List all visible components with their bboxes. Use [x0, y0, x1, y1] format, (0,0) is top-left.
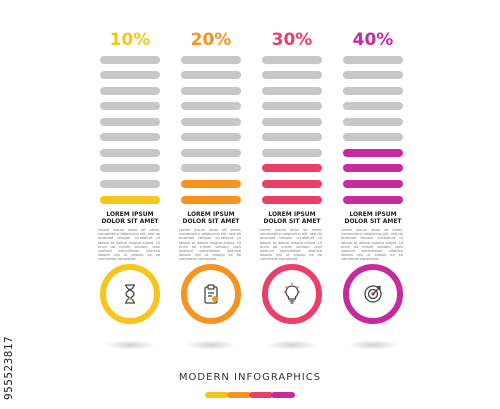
progress-segment-empty — [100, 164, 160, 172]
progress-segment-empty — [343, 56, 403, 64]
infographic-column: 40% LOREM IPSUM DOLOR SIT AMET Lorem ipsum… — [337, 0, 409, 409]
ring-shadow — [185, 340, 237, 350]
progress-segment-filled — [100, 196, 160, 204]
progress-segment-empty — [343, 87, 403, 95]
column-heading: LOREM IPSUM DOLOR SIT AMET — [263, 211, 321, 225]
icon-ring — [343, 264, 403, 324]
side-stock-id: 955523817 — [2, 335, 15, 400]
progress-segment-empty — [100, 118, 160, 126]
column-description: Lorem ipsum dolor sit amet, consectetur … — [260, 228, 322, 262]
progress-segment-empty — [100, 102, 160, 110]
progress-segment-empty — [181, 118, 241, 126]
ring-shadow — [266, 340, 318, 350]
infographic-column: 20% LOREM IPSUM DOLOR SIT AMET Lorem ipsum… — [175, 0, 247, 409]
column-heading: LOREM IPSUM DOLOR SIT AMET — [182, 211, 240, 225]
progress-segment-filled — [343, 196, 403, 204]
progress-segment-empty — [262, 102, 322, 110]
progress-segment-empty — [343, 102, 403, 110]
progress-segment-empty — [262, 56, 322, 64]
ring-shadow — [104, 340, 156, 350]
progress-segment-empty — [262, 133, 322, 141]
progress-segment-empty — [181, 71, 241, 79]
percent-label: 10% — [109, 30, 151, 50]
progress-segment-empty — [100, 56, 160, 64]
column-heading: LOREM IPSUM DOLOR SIT AMET — [101, 211, 159, 225]
progress-segment-empty — [181, 102, 241, 110]
progress-segment-filled — [262, 164, 322, 172]
percent-label: 20% — [190, 30, 232, 50]
legend-swatch — [249, 392, 273, 398]
icon-ring — [262, 264, 322, 324]
ring-shadow — [347, 340, 399, 350]
progress-segment-empty — [343, 71, 403, 79]
progress-segment-filled — [343, 180, 403, 188]
progress-segment-empty — [181, 164, 241, 172]
clipboard-icon — [204, 284, 218, 304]
progress-segment-empty — [262, 149, 322, 157]
progress-segment-filled — [262, 180, 322, 188]
progress-segment-empty — [262, 87, 322, 95]
progress-segment-empty — [343, 133, 403, 141]
progress-segment-empty — [100, 71, 160, 79]
progress-segment-filled — [262, 196, 322, 204]
progress-segment-empty — [100, 149, 160, 157]
progress-segment-empty — [100, 133, 160, 141]
progress-segment-empty — [343, 118, 403, 126]
footer-title: MODERN INFOGRAPHICS — [178, 372, 322, 383]
legend-swatch — [227, 392, 251, 398]
legend-swatch — [205, 392, 229, 398]
hourglass-icon — [125, 284, 135, 304]
color-legend — [205, 392, 295, 398]
progress-segment-empty — [181, 87, 241, 95]
progress-segment-filled — [181, 196, 241, 204]
column-description: Lorem ipsum dolor sit amet, consectetur … — [179, 228, 241, 262]
target-icon — [364, 285, 382, 303]
column-description: Lorem ipsum dolor sit amet, consectetur … — [341, 228, 403, 262]
infographic-column: 10% LOREM IPSUM DOLOR SIT AMET Lorem ipsum… — [94, 0, 166, 409]
progress-segment-filled — [343, 149, 403, 157]
icon-ring — [100, 264, 160, 324]
icon-ring — [181, 264, 241, 324]
progress-segment-empty — [181, 149, 241, 157]
percent-label: 30% — [271, 30, 313, 50]
infographic-column: 30% LOREM IPSUM DOLOR SIT AMET Lorem ipsum… — [256, 0, 328, 409]
progress-segment-empty — [181, 56, 241, 64]
progress-segment-empty — [262, 71, 322, 79]
legend-swatch — [271, 392, 295, 398]
lightbulb-icon — [284, 283, 300, 304]
column-description: Lorem ipsum dolor sit amet, consectetur … — [98, 228, 160, 262]
column-heading: LOREM IPSUM DOLOR SIT AMET — [344, 211, 402, 225]
progress-segment-empty — [100, 180, 160, 188]
progress-segment-empty — [100, 87, 160, 95]
progress-segment-filled — [343, 164, 403, 172]
percent-label: 40% — [352, 30, 394, 50]
progress-segment-empty — [181, 133, 241, 141]
progress-segment-empty — [262, 118, 322, 126]
progress-segment-filled — [181, 180, 241, 188]
